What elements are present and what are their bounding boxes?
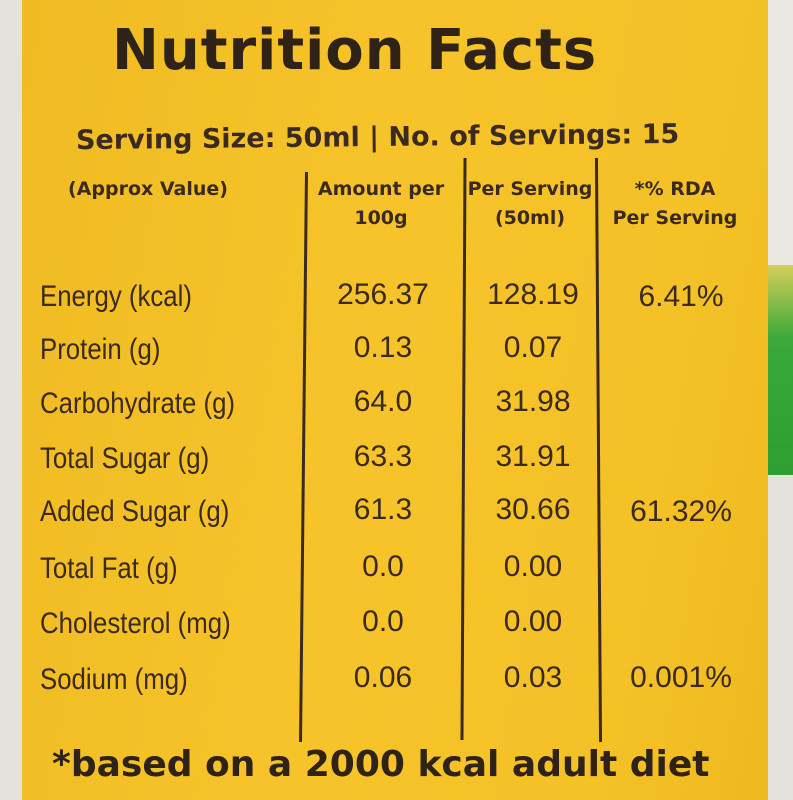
nutrient-name: Total Sugar (g) (40, 442, 210, 475)
nutrient-name: Carbohydrate (g) (40, 387, 236, 420)
value-per-serving: 31.98 (495, 385, 571, 418)
footnote: *based on a 2000 kcal adult diet (52, 744, 710, 785)
value-rda: 61.32% (630, 495, 732, 528)
value-per-100g: 61.3 (353, 493, 413, 526)
header-rda-line2: Per Serving (612, 207, 738, 229)
value-rda: 0.001% (630, 661, 732, 694)
header-amount-line2: 100g (354, 207, 408, 229)
nutrient-name: Total Fat (g) (40, 552, 178, 585)
value-per-serving: 0.00 (503, 550, 563, 583)
value-per-100g: 0.13 (353, 331, 413, 364)
value-per-serving: 0.07 (503, 331, 563, 364)
value-per-serving: 128.19 (487, 278, 579, 311)
green-packaging-strip (768, 265, 793, 475)
value-per-serving: 0.03 (503, 661, 563, 694)
value-per-100g: 0.0 (362, 550, 404, 583)
value-per-100g: 63.3 (353, 440, 413, 473)
header-amount-line1: Amount per (317, 178, 445, 200)
value-per-100g: 256.37 (337, 278, 429, 311)
nutrient-name: Energy (kcal) (40, 280, 192, 313)
value-per-100g: 0.0 (362, 605, 404, 638)
value-per-serving: 30.66 (495, 493, 571, 526)
value-per-100g: 0.06 (353, 661, 413, 694)
header-per-serving: Per Serving (50ml) (466, 175, 594, 233)
header-perserv-line1: Per Serving (467, 178, 593, 200)
value-rda: 6.41% (638, 280, 724, 313)
value-per-serving: 31.91 (495, 440, 571, 473)
header-amount-per-100g: Amount per 100g (304, 175, 458, 233)
value-per-100g: 64.0 (353, 385, 413, 418)
nutrient-name: Added Sugar (g) (40, 495, 230, 528)
nutrient-name: Protein (g) (40, 333, 161, 366)
header-perserv-line2: (50ml) (494, 207, 566, 229)
nutrient-name: Sodium (mg) (40, 663, 188, 696)
label-title: Nutrition Facts (112, 18, 598, 83)
background-paper-lower (768, 475, 793, 800)
header-approx-value: (Approx Value) (68, 178, 228, 200)
value-per-serving: 0.00 (503, 605, 563, 638)
nutrient-name: Cholesterol (mg) (40, 607, 231, 640)
header-rda-line1: *% RDA (634, 178, 716, 200)
nutrition-label (22, 0, 768, 800)
header-rda: *% RDA Per Serving (600, 175, 750, 233)
background-paper (768, 0, 793, 265)
serving-info: Serving Size: 50ml | No. of Servings: 15 (75, 118, 680, 157)
